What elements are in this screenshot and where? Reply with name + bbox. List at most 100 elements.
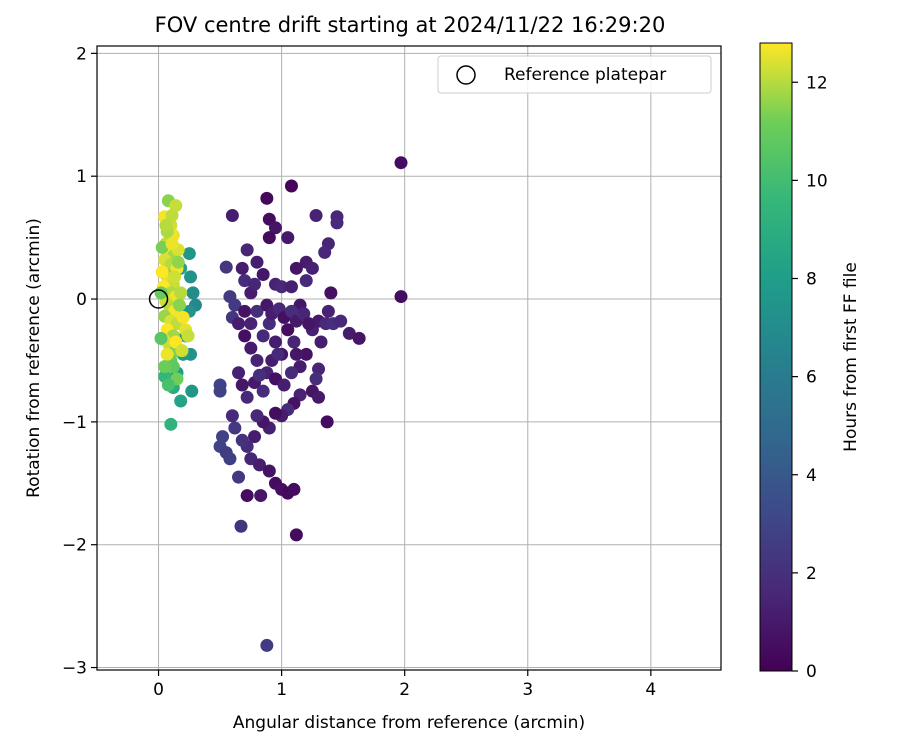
data-point-64	[250, 409, 264, 423]
data-point-174	[165, 237, 179, 251]
data-point-69	[228, 421, 242, 435]
data-point-181	[158, 360, 172, 374]
data-point-98	[238, 304, 252, 318]
x-tick-label-4: 4	[645, 680, 656, 700]
data-point-112	[252, 368, 266, 382]
data-point-30	[232, 317, 246, 331]
legend-label-reference: Reference platepar	[504, 65, 666, 85]
data-point-34	[256, 329, 270, 343]
data-point-75	[256, 384, 270, 398]
x-tick-label-3: 3	[522, 680, 533, 700]
data-point-118	[186, 286, 200, 300]
data-point-105	[284, 304, 298, 318]
data-point-82	[216, 430, 230, 444]
data-point-39	[287, 335, 301, 349]
data-point-124	[174, 394, 188, 408]
data-point-17	[305, 261, 319, 275]
data-point-38	[281, 323, 295, 337]
legend: Reference platepar	[437, 55, 712, 94]
data-point-81	[213, 384, 227, 398]
data-point-72	[235, 378, 249, 392]
data-point-56	[320, 415, 334, 429]
data-point-71	[232, 366, 246, 380]
y-tick-label-0: −3	[62, 659, 87, 679]
data-point-61	[268, 406, 282, 420]
data-point-46	[334, 314, 348, 328]
x-tick-label-1: 1	[276, 680, 287, 700]
data-point-109	[299, 274, 313, 288]
data-point-93	[240, 489, 254, 503]
colorbar-ticks: 0 2 4 6 8 10 12	[792, 73, 828, 682]
data-point-133	[169, 199, 183, 213]
x-tick-label-0: 0	[153, 680, 164, 700]
colorbar-tick-label-4: 8	[806, 270, 817, 290]
data-point-50	[324, 286, 338, 300]
y-axis-ticks: −3 −2 −1 0 1 2	[62, 44, 97, 679]
y-axis-label: Rotation from reference (arcmin)	[24, 218, 44, 498]
data-point-47	[342, 326, 356, 340]
data-point-16	[318, 245, 332, 259]
data-point-182	[175, 344, 189, 358]
data-point-65	[248, 430, 262, 444]
data-point-115	[289, 347, 303, 361]
legend-marker-reference	[456, 65, 476, 85]
data-point-9	[330, 216, 344, 230]
data-point-41	[299, 347, 313, 361]
colorbar-tick-label-2: 4	[806, 466, 817, 486]
data-point-11	[250, 255, 264, 269]
reference-marker	[148, 289, 169, 309]
data-point-92	[287, 482, 301, 496]
data-point-6	[268, 221, 282, 235]
data-point-166	[174, 286, 188, 300]
data-point-114	[271, 347, 285, 361]
data-point-179	[171, 255, 185, 269]
y-tick-label-4: 1	[76, 167, 87, 187]
data-point-3	[284, 179, 298, 193]
data-point-28	[289, 261, 303, 275]
gridlines	[97, 46, 721, 670]
data-point-33	[250, 353, 264, 367]
data-point-70	[225, 409, 239, 423]
reference-platepar-marker	[148, 289, 169, 309]
data-point-94	[254, 489, 268, 503]
colorbar-label: Hours from first FF file	[841, 262, 861, 452]
x-tick-label-2: 2	[399, 680, 410, 700]
data-point-48	[352, 331, 366, 345]
data-point-73	[240, 390, 254, 404]
data-point-24	[256, 267, 270, 281]
data-point-13	[281, 231, 295, 245]
data-point-178	[155, 265, 169, 279]
data-point-123	[185, 384, 199, 398]
data-point-183	[159, 218, 173, 232]
data-point-165	[176, 310, 190, 324]
chart-title: FOV centre drift starting at 2024/11/22 …	[155, 13, 666, 37]
data-point-79	[284, 366, 298, 380]
data-point-96	[289, 528, 303, 542]
y-tick-label-5: 2	[76, 44, 87, 64]
data-point-78	[277, 378, 291, 392]
data-point-7	[309, 209, 323, 223]
data-point-52	[312, 362, 326, 376]
data-point-18	[219, 260, 233, 274]
data-point-108	[302, 317, 316, 331]
data-point-32	[244, 341, 258, 355]
y-tick-label-2: −1	[62, 413, 87, 433]
data-point-36	[268, 335, 282, 349]
colorbar-tick-label-3: 6	[806, 368, 817, 388]
data-points	[154, 156, 408, 652]
data-point-97	[260, 638, 274, 652]
data-point-49	[321, 304, 335, 318]
data-point-68	[235, 433, 249, 447]
data-point-172	[161, 378, 175, 392]
data-point-95	[234, 519, 248, 533]
colorbar-tick-label-6: 12	[806, 73, 828, 93]
colorbar-tick-label-0: 0	[806, 662, 817, 682]
colorbar: 0 2 4 6 8 10 12 Hours from first FF file	[759, 42, 861, 682]
y-tick-label-3: 0	[76, 290, 87, 310]
x-axis-ticks: 0 1 2 3 4	[153, 670, 656, 700]
x-axis-label: Angular distance from reference (arcmin)	[233, 713, 585, 733]
data-point-117	[184, 270, 198, 284]
data-point-99	[244, 317, 258, 331]
data-point-86	[232, 470, 246, 484]
